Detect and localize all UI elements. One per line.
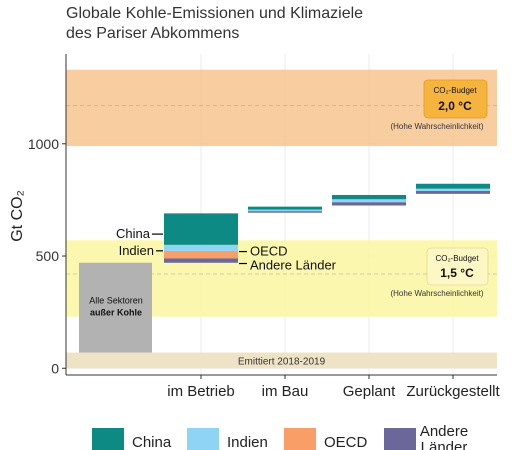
bar-zur-ckgestellt-china — [416, 183, 490, 189]
bar-im-betrieb-indien — [164, 244, 238, 251]
y-tick-label-0: 0 — [51, 360, 59, 376]
label-oecd: OECD — [250, 244, 288, 259]
bar-im-bau-indien — [248, 209, 322, 212]
legend-label-0: China — [132, 434, 172, 450]
bar-geplant-andere-l-nder — [332, 202, 406, 206]
budget-1-5-box — [426, 247, 489, 286]
x-tick-label-0: im Betrieb — [167, 383, 235, 400]
bar-zur-ckgestellt-andere-l-nder — [416, 190, 490, 194]
budget-2-0-name: CO₂-Budget — [433, 86, 477, 95]
legend-label-3-line-2: Länder — [421, 439, 468, 450]
legend-swatch-0 — [92, 428, 124, 450]
budget-1-5-note: (Hohe Wahrscheinlichkeit) — [390, 289, 483, 298]
label-andere-laender: Andere Länder — [250, 258, 337, 273]
budget-2-0-value: 2,0 °C — [438, 99, 472, 113]
bar-label-line-2: außer Kohle — [90, 308, 142, 318]
bar-zur-ckgestellt-indien — [416, 188, 490, 191]
bar-im-betrieb-andere-l-nder — [164, 258, 238, 263]
emitted-label: Emittiert 2018-2019 — [238, 356, 326, 367]
legend-swatch-1 — [187, 428, 219, 450]
legend-label-1: Indien — [227, 434, 268, 450]
bar-im-betrieb-oecd — [164, 250, 238, 259]
emitted-band — [66, 352, 497, 369]
label-indien: Indien — [119, 243, 154, 258]
plot-area: Emittiert 2018-2019 Alle Sektoren außer Ko… — [28, 54, 501, 400]
bar-im-bau-andere-l-nder — [248, 211, 322, 213]
chart-title-line-1: Globale Kohle-Emissionen und Klimaziele — [66, 5, 363, 22]
bar-im-bau-china — [248, 206, 322, 210]
x-tick-label-2: Geplant — [343, 383, 396, 400]
y-tick-label-1: 500 — [36, 248, 60, 264]
legend-swatch-3 — [384, 428, 416, 450]
legend-swatch-2 — [284, 428, 316, 450]
bar-label-line-1: Alle Sektoren — [89, 296, 143, 306]
x-tick-label-3: Zurückgestellt — [406, 383, 500, 400]
y-axis-label: Gt CO₂ — [9, 190, 26, 242]
bar-im-betrieb-china — [164, 213, 238, 245]
bar-geplant-china — [332, 194, 406, 200]
x-tick-label-1: im Bau — [262, 383, 309, 400]
budget-1-5-name: CO₂-Budget — [435, 254, 479, 263]
legend-label-3-line-1: Andere — [420, 423, 468, 440]
label-china: China — [116, 226, 151, 241]
bar-geplant-indien — [332, 199, 406, 203]
bar-all-sectors-except-coal — [79, 262, 152, 353]
y-tick-label-2: 1000 — [28, 136, 59, 152]
budget-2-0-box — [423, 79, 488, 119]
budget-1-5-value: 1,5 °C — [440, 266, 474, 280]
chart-title-line-2: des Pariser Abkommens — [66, 25, 239, 42]
chart-title: Globale Kohle-Emissionen und Klimaziele … — [66, 5, 363, 42]
legend-label-2: OECD — [324, 434, 368, 450]
budget-2-0-note: (Hohe Wahrscheinlichkeit) — [390, 122, 483, 131]
